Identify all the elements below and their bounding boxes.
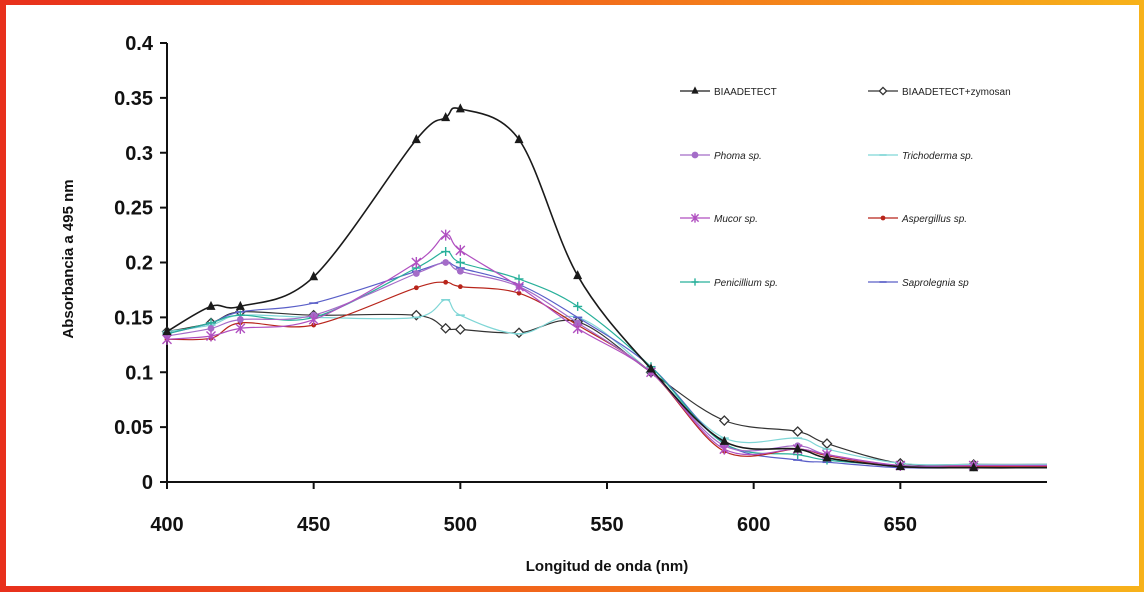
series-1 [162, 103, 1048, 472]
data-point [455, 103, 465, 113]
x-tick-label: 500 [444, 514, 477, 536]
data-point [719, 435, 729, 445]
y-tick-label: 0 [142, 472, 153, 494]
data-point [514, 134, 524, 144]
data-point [969, 462, 979, 472]
y-tick-label: 0.4 [125, 33, 154, 55]
data-point [440, 229, 451, 241]
series-line [166, 234, 1047, 467]
legend-label: BIAADETECT [714, 87, 777, 98]
x-tick-label: 400 [150, 514, 183, 536]
data-point [455, 244, 466, 256]
data-point [719, 443, 730, 455]
legend-item: Trichoderma sp. [868, 151, 974, 162]
data-point [412, 270, 420, 277]
data-point [821, 438, 833, 450]
data-point [308, 314, 319, 326]
legend-label: Mucor sp. [714, 214, 758, 225]
series-line [166, 281, 1047, 469]
legend-label: Trichoderma sp. [902, 151, 974, 162]
data-point [235, 322, 246, 334]
series-line [166, 261, 1047, 467]
data-point [235, 300, 245, 310]
legend-label: Penicillium sp. [714, 278, 778, 289]
data-point [646, 363, 656, 373]
data-point [206, 330, 216, 342]
y-tick-label: 0.15 [114, 307, 153, 329]
legend-label: Saprolegnia sp [902, 278, 969, 289]
series-6 [164, 279, 1047, 470]
data-point [516, 290, 522, 296]
series-2 [161, 306, 1048, 470]
data-point [457, 284, 463, 290]
series-8 [162, 261, 1047, 469]
legend-item: Aspergillus sp. [868, 214, 967, 225]
data-point [514, 281, 524, 293]
series-line [166, 299, 1048, 466]
legend-item: Saprolegnia sp [868, 278, 969, 289]
series-layer [161, 103, 1048, 472]
legend-item: Mucor sp. [680, 213, 758, 225]
data-point [440, 322, 452, 334]
data-point [162, 333, 172, 345]
axes: 0 0.05 0.1 0.15 0.2 0.25 0.3 0.35 0.4 400 450 500 55… [114, 33, 1047, 536]
data-point [442, 259, 450, 266]
series-5 [162, 229, 1047, 472]
data-point [572, 322, 583, 334]
y-tick-label: 0.05 [114, 417, 153, 439]
legend-item: Phoma sp. [680, 151, 762, 162]
data-point [456, 267, 464, 275]
data-point [413, 285, 419, 291]
data-point [309, 271, 319, 281]
data-point [513, 327, 525, 339]
data-point [822, 452, 832, 462]
data-point [441, 112, 451, 122]
data-point [880, 215, 886, 221]
data-point [718, 415, 730, 426]
data-point [691, 278, 699, 286]
data-point [573, 301, 583, 311]
data-point [206, 300, 216, 310]
legend: BIAADETECT BIAADETECT+zymosan Phoma sp. Tri… [680, 86, 1011, 289]
series-line [166, 107, 1048, 469]
data-point [691, 86, 699, 94]
data-point [895, 461, 905, 471]
data-point [441, 247, 451, 257]
data-point [793, 443, 803, 453]
y-tick-label: 0.3 [125, 143, 153, 165]
data-point [236, 316, 244, 323]
data-point [878, 86, 888, 96]
legend-item: BIAADETECT [680, 86, 777, 98]
data-point [411, 257, 422, 268]
x-axis-label: Longitud de onda (nm) [526, 558, 688, 575]
data-point [454, 324, 466, 335]
series-line [166, 261, 1047, 469]
data-point [691, 151, 699, 159]
data-point [690, 213, 700, 223]
y-axis-label: Absorbancia a 495 nm [60, 179, 77, 338]
y-tick-label: 0.25 [114, 198, 153, 220]
data-point [792, 426, 804, 437]
legend-item: BIAADETECT+zymosan [868, 86, 1011, 98]
data-point [207, 324, 215, 332]
data-point [443, 279, 449, 285]
y-tick-label: 0.1 [125, 362, 153, 384]
data-point [573, 270, 583, 280]
y-tick-label: 0.2 [125, 253, 153, 275]
data-point [411, 134, 421, 144]
y-tick-label: 0.35 [114, 88, 153, 110]
x-tick-label: 650 [884, 514, 917, 536]
x-tick-label: 550 [590, 514, 623, 536]
x-tick-label: 450 [297, 514, 330, 536]
data-point [162, 326, 172, 336]
legend-label: Aspergillus sp. [901, 214, 967, 225]
series-line [166, 311, 1048, 466]
data-point [455, 258, 465, 267]
x-tick-label: 600 [737, 514, 770, 536]
legend-label: BIAADETECT+zymosan [902, 87, 1011, 98]
legend-label: Phoma sp. [714, 151, 762, 162]
legend-item: Penicillium sp. [680, 278, 778, 289]
